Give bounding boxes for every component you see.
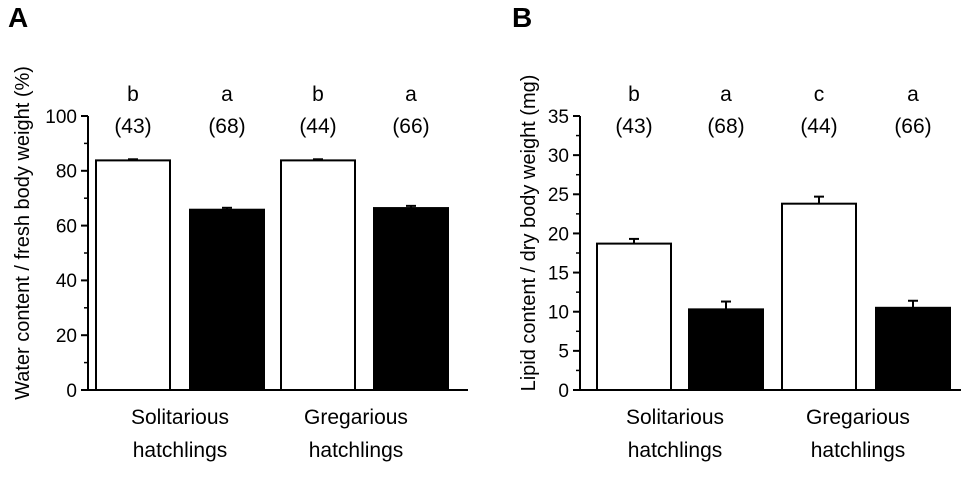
y-tick-label: 40: [56, 271, 77, 292]
y-tick-label: 20: [56, 326, 77, 347]
sample-size-label: (43): [615, 115, 652, 138]
panel-b: B Lipid content / dry body weight (mg) 0 5 1…: [512, 2, 961, 462]
sample-size-label: (68): [707, 115, 744, 138]
category-label-line2: hatchlings: [811, 439, 906, 462]
category-label-line1: Solitarious: [626, 406, 724, 429]
significance-letter: a: [907, 83, 919, 106]
sample-size-label: (43): [114, 115, 151, 138]
y-tick-label: 20: [548, 224, 569, 245]
sample-size-label: (66): [894, 115, 931, 138]
significance-letter: b: [127, 83, 139, 106]
category-label-line1: Solitarious: [131, 406, 229, 429]
category-label-line1: Gregarious: [806, 406, 910, 429]
y-tick-label: 0: [558, 381, 569, 402]
sample-size-label: (44): [299, 115, 336, 138]
y-tick-label: 15: [548, 263, 569, 284]
y-axis-title: Water content / fresh body weight (%): [12, 66, 34, 400]
significance-letter: a: [720, 83, 732, 106]
sample-size-label: (44): [800, 115, 837, 138]
y-tick-label: 100: [45, 107, 77, 128]
y-tick-label: 5: [558, 342, 569, 363]
bar: [373, 207, 449, 391]
significance-letter: c: [814, 83, 825, 106]
bar: [596, 242, 672, 391]
panel-label: A: [8, 2, 28, 33]
category-label-line2: hatchlings: [133, 439, 228, 462]
y-tick-label: 10: [548, 303, 569, 324]
bar: [781, 202, 857, 391]
bar: [688, 308, 764, 392]
category-label-line2: hatchlings: [309, 439, 404, 462]
sample-size-label: (68): [208, 115, 245, 138]
significance-letter: b: [628, 83, 640, 106]
y-tick-label: 0: [66, 381, 77, 402]
panel-a: A Water content / fresh body weight (%) 0 2…: [8, 2, 468, 462]
sample-size-label: (66): [392, 115, 429, 138]
y-tick-label: 80: [56, 162, 77, 183]
y-axis-title: Lipid content / dry body weight (mg): [518, 75, 540, 392]
bar: [875, 306, 951, 391]
y-tick-label: 60: [56, 216, 77, 237]
panel-label: B: [512, 2, 532, 33]
y-tick-label: 25: [548, 185, 569, 206]
significance-letter: b: [312, 83, 324, 106]
y-tick-label: 35: [548, 107, 569, 128]
bar: [280, 159, 356, 391]
category-label-line1: Gregarious: [304, 406, 408, 429]
y-tick-label: 30: [548, 146, 569, 167]
bar: [189, 208, 265, 391]
significance-letter: a: [221, 83, 233, 106]
category-label-line2: hatchlings: [628, 439, 723, 462]
significance-letter: a: [405, 83, 417, 106]
bar: [95, 159, 171, 391]
